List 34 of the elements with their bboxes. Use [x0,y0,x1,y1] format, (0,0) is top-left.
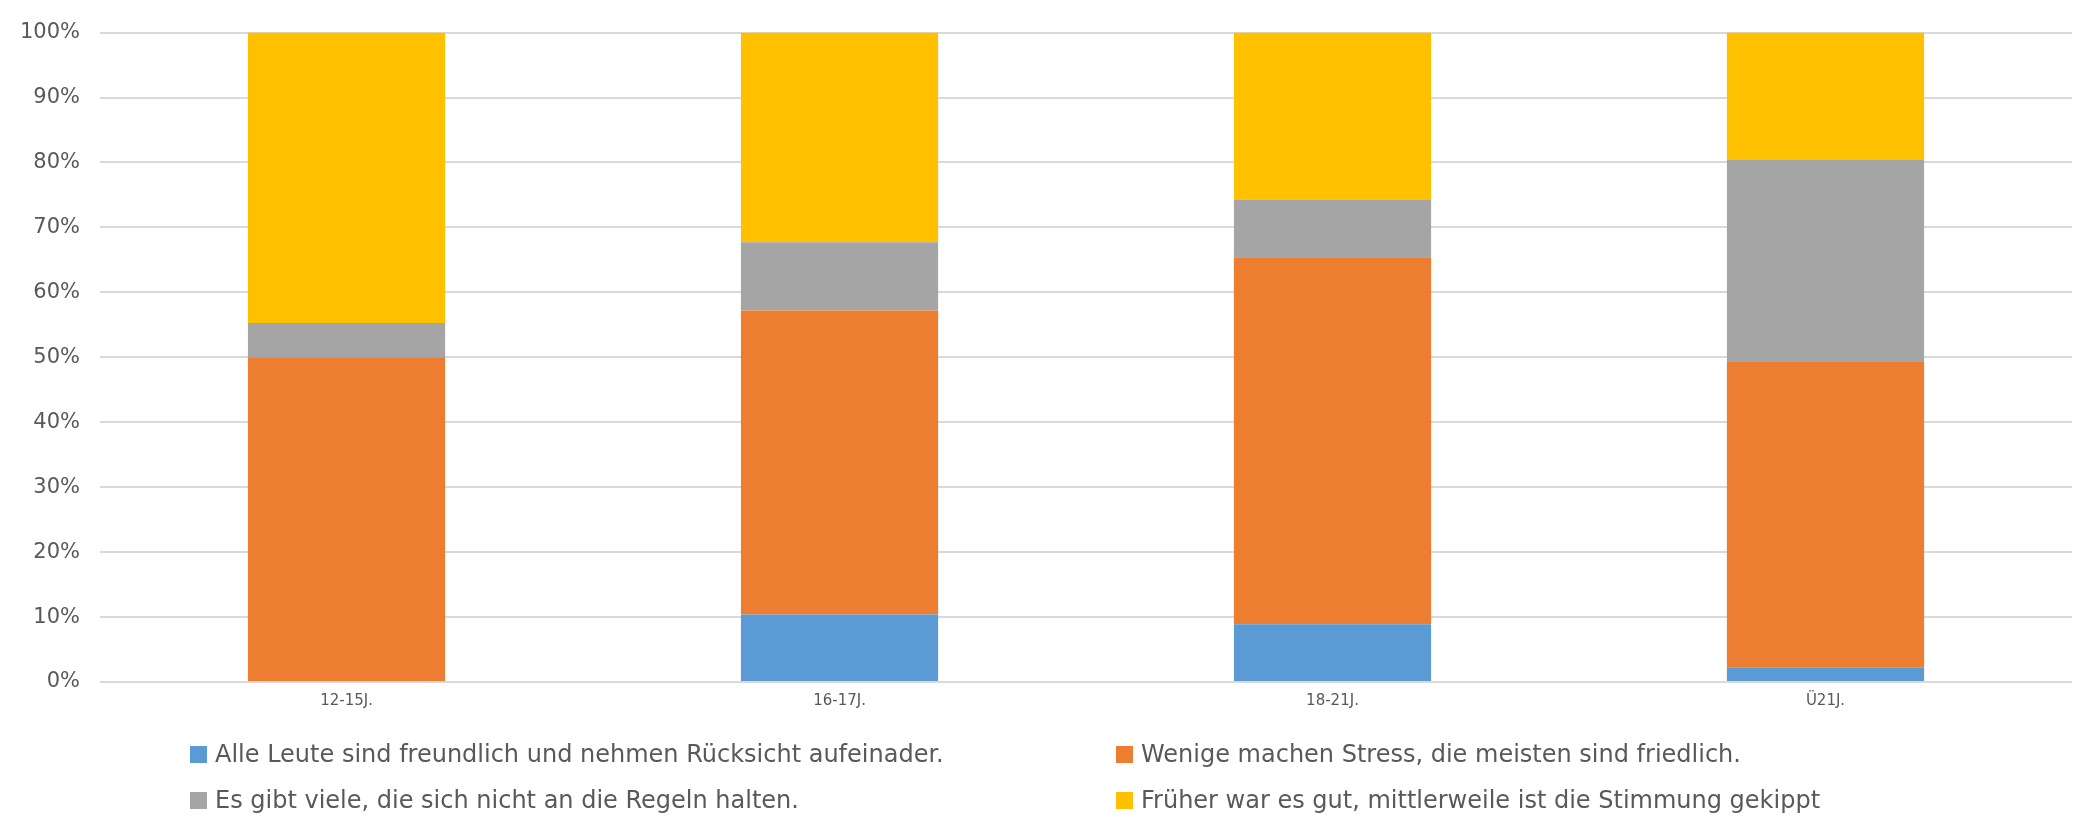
bar [1726,32,1925,160]
bar [247,32,446,323]
bar [740,614,939,681]
legend-label: Alle Leute sind freundlich und nehmen Rücksicht aufeinader. [215,740,944,768]
y-tick-label: 70% [33,213,81,238]
bar [740,242,939,311]
bar [247,357,446,681]
y-tick-label: 80% [33,148,81,173]
bar [1726,361,1925,668]
bar [247,322,446,358]
y-tick-label: 20% [33,538,81,563]
legend-label: Es gibt viele, die sich nicht an die Regeln halten. [215,786,799,814]
bar [1233,624,1432,681]
bar [740,32,939,243]
bar [1726,159,1925,362]
y-tick-label: 100% [19,19,81,44]
y-tick-label: 50% [33,343,81,368]
x-tick-label: 16-17J. [813,690,866,709]
y-tick-label: 10% [33,603,81,628]
x-tick-label: 18-21J. [1306,690,1359,709]
bar [1233,257,1432,625]
x-tick-label: Ü21J. [1805,689,1846,709]
bar [1726,667,1925,681]
y-tick-label: 60% [33,278,81,303]
legend-label: Wenige machen Stress, die meisten sind friedlich. [1141,740,1741,768]
bar [740,310,939,615]
x-tick-label: 12-15J. [320,690,373,709]
y-tick-label: 90% [33,83,81,108]
y-tick-label: 0% [46,668,81,693]
y-tick-label: 30% [33,473,81,498]
bar [1233,32,1432,200]
bar [1233,199,1432,258]
legend-label: Früher war es gut, mittlerweile ist die Stimmung gekippt [1141,786,1821,814]
y-tick-label: 40% [33,408,81,433]
